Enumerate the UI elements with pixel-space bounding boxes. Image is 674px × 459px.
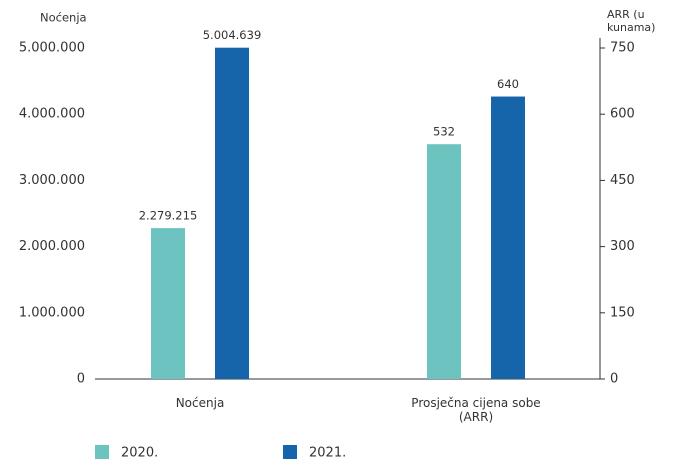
value-label: 640 xyxy=(497,77,519,91)
y2-tick-label: 600 xyxy=(610,107,635,122)
bar xyxy=(491,96,525,380)
legend-label: 2020. xyxy=(121,446,158,459)
y-tick-label: 2.000.000 xyxy=(19,239,85,254)
y-tick-label: 3.000.000 xyxy=(19,173,85,188)
x-tick-label: Noćenja xyxy=(175,396,225,410)
value-label: 5.004.639 xyxy=(203,28,262,42)
y-tick-label: 0 xyxy=(77,372,85,387)
bar xyxy=(151,228,185,379)
bar xyxy=(427,144,461,379)
y2-tick-label: 150 xyxy=(610,305,635,320)
y-axis-title: Noćenja xyxy=(40,11,87,25)
y2-tick-label: 750 xyxy=(610,41,635,56)
legend-label: 2021. xyxy=(309,446,346,459)
y-tick-label: 4.000.000 xyxy=(19,107,85,122)
y2-tick-label: 450 xyxy=(610,173,635,188)
y2-axis-title: ARR (u kunama) xyxy=(607,8,656,34)
y2-tick-label: 0 xyxy=(610,372,618,387)
y-tick-label: 1.000.000 xyxy=(19,305,85,320)
value-label: 2.279.215 xyxy=(139,209,198,223)
bar xyxy=(215,47,249,379)
x-tick-label: Prosječna cijena sobe (ARR) xyxy=(411,396,541,424)
y2-tick-label: 300 xyxy=(610,239,635,254)
value-label: 532 xyxy=(433,125,455,139)
legend-swatch xyxy=(283,445,297,459)
legend-swatch xyxy=(95,445,109,459)
y-tick-label: 5.000.000 xyxy=(19,41,85,56)
